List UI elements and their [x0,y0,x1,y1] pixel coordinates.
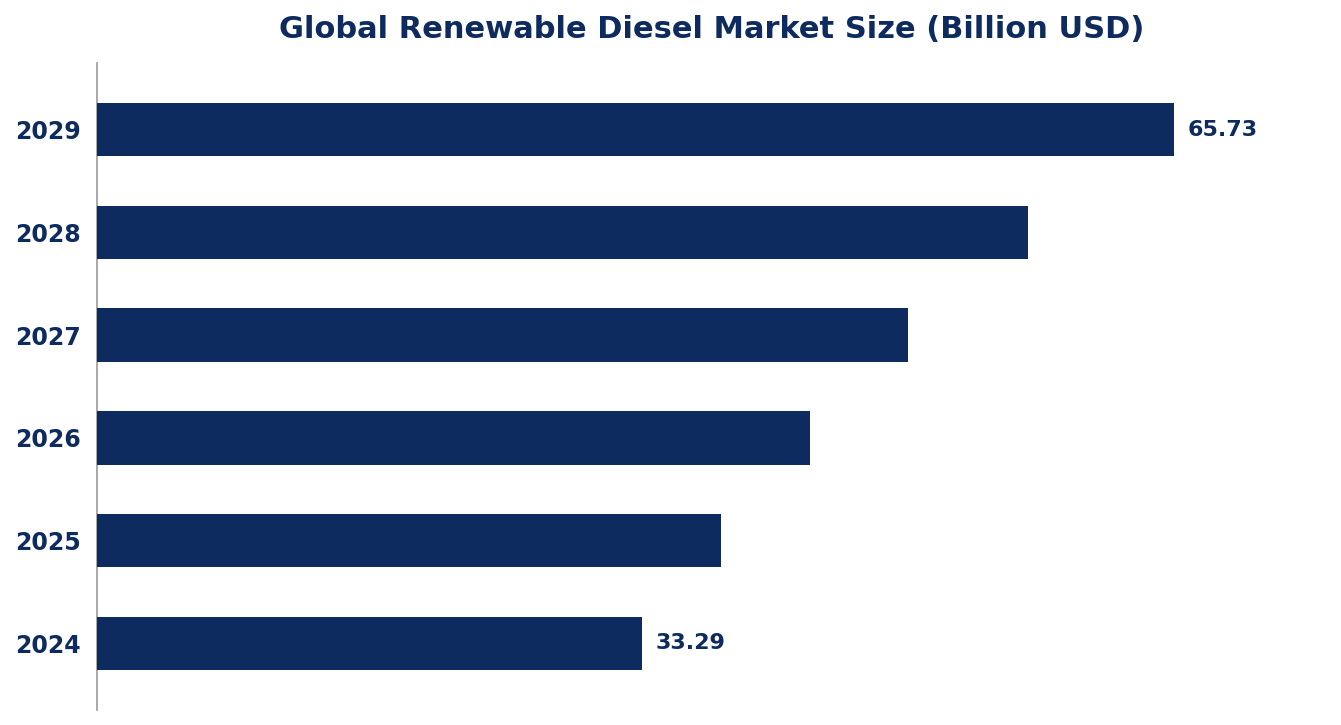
Text: 65.73: 65.73 [1187,120,1258,140]
Bar [97,616,642,670]
Bar [97,206,1027,259]
Title: Global Renewable Diesel Market Size (Billion USD): Global Renewable Diesel Market Size (Bil… [279,15,1144,44]
Text: 33.29: 33.29 [656,633,725,653]
Bar [97,103,1175,157]
Bar [97,308,908,362]
Bar [97,514,721,567]
Bar [97,411,810,465]
